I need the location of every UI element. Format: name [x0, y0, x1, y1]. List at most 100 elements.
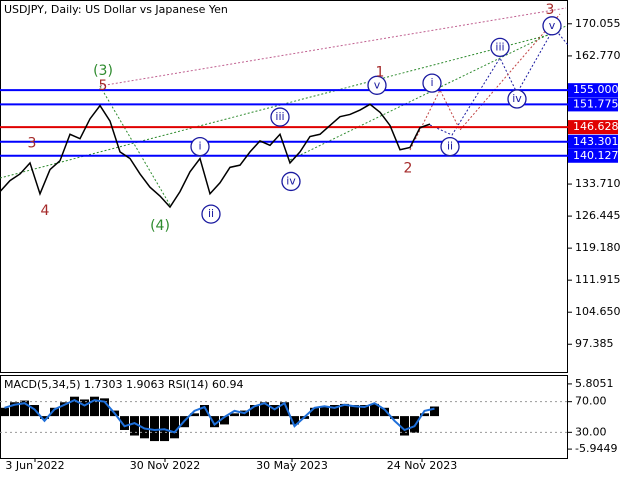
level-label-box	[568, 134, 618, 149]
histogram-bar	[10, 402, 19, 417]
histogram-bar	[390, 416, 399, 419]
wave-circle	[507, 89, 527, 109]
wave-label: 5	[99, 78, 108, 94]
wave-label: i	[430, 76, 433, 89]
chart-title: USDJPY, Daily: US Dollar vs Japanese Yen	[4, 3, 228, 16]
indicator-panel	[0, 375, 568, 459]
wave-label: 1	[376, 65, 385, 81]
level-label-box	[568, 83, 618, 98]
price-line	[0, 103, 431, 209]
channel-line	[289, 25, 567, 161]
histogram-bar	[350, 405, 359, 417]
histogram-bar	[100, 398, 109, 417]
wave-label: (4)	[150, 218, 170, 234]
level-label: 155.000	[573, 83, 619, 96]
projection	[409, 13, 561, 151]
histogram-bar	[220, 416, 229, 425]
histogram-bar	[370, 403, 379, 417]
level-label: 143.301	[573, 135, 619, 148]
y-tick-label: 170.055	[575, 17, 621, 30]
histogram-bar	[120, 416, 129, 430]
histogram-bar	[260, 402, 269, 417]
wave-label: iv	[512, 92, 522, 105]
y-tick-label: 162.770	[575, 49, 621, 62]
histogram-bar	[90, 396, 99, 417]
y-tick-label: 126.445	[575, 209, 621, 222]
wave-label: ii	[447, 140, 453, 153]
y-tick-label: 104.650	[575, 305, 621, 318]
wave-circle	[490, 37, 510, 58]
wave-circle	[270, 107, 290, 127]
histogram-bar	[210, 416, 219, 428]
y-tick-label: 97.385	[575, 337, 614, 350]
x-tick-label: 24 Nov 2023	[387, 459, 457, 472]
histogram-bar	[150, 416, 159, 442]
y-tick-label: 119.180	[575, 241, 621, 254]
histogram-bar	[310, 407, 319, 417]
histogram-bar	[290, 416, 299, 425]
wave-label: iii	[495, 40, 504, 53]
level-label: 151.775	[573, 97, 619, 110]
histogram-bar	[130, 416, 139, 436]
wave-label: iii	[275, 110, 284, 123]
histogram-bar	[250, 405, 259, 417]
histogram-bar	[320, 406, 329, 417]
level-label: 140.127	[573, 149, 619, 162]
wave-label: (3)	[93, 63, 113, 79]
histogram-bar	[140, 416, 149, 439]
y-tick-label: 30.00	[575, 425, 607, 438]
x-tick-label: 30 May 2023	[256, 459, 328, 472]
wave-circle	[422, 73, 442, 93]
indicator-line	[4, 399, 435, 434]
histogram-bar	[60, 402, 69, 417]
histogram-bar	[330, 405, 339, 417]
histogram-bar	[40, 416, 49, 419]
wave-label: 2	[404, 161, 413, 177]
channel-line	[99, 85, 171, 206]
histogram-bar	[80, 399, 89, 417]
histogram-bar	[400, 416, 409, 436]
histogram-bar	[420, 413, 429, 417]
histogram-bar	[70, 396, 79, 417]
histogram-bar	[280, 402, 289, 417]
wave-circle	[542, 16, 562, 36]
x-tick-label: 30 Nov 2022	[130, 459, 200, 472]
wave-circle	[281, 171, 301, 192]
wave-circle	[201, 204, 221, 224]
histogram-bar	[360, 405, 369, 417]
histogram-bar	[340, 403, 349, 417]
histogram-bar	[0, 407, 9, 417]
histogram-bar	[200, 405, 209, 417]
channel-line	[99, 7, 567, 87]
histogram-bar	[270, 405, 279, 417]
histogram-bar	[190, 413, 199, 417]
histogram-bar	[230, 413, 239, 417]
level-label-box	[568, 97, 618, 112]
x-tick-label: 3 Jun 2022	[5, 459, 64, 472]
histogram-bar	[170, 416, 179, 439]
y-tick-label: 133.710	[575, 177, 621, 190]
wave-label: iv	[286, 174, 296, 187]
level-label: 146.628	[573, 120, 619, 133]
wave-label: 3	[28, 136, 37, 152]
indicator-title: MACD(5,34,5) 1.7303 1.9063 RSI(14) 60.94	[4, 378, 243, 391]
level-label-box	[568, 120, 618, 135]
wave-label: 3	[546, 2, 555, 18]
level-label-box	[568, 148, 618, 163]
wave-label: v	[374, 78, 381, 91]
y-tick-label: 111.915	[575, 273, 621, 286]
y-tick-label: 70.00	[575, 395, 607, 408]
wave-label: v	[549, 19, 556, 32]
wave-circle	[440, 136, 460, 157]
wave-label: i	[198, 140, 201, 153]
histogram-bar	[380, 407, 389, 417]
wave-circle	[190, 136, 210, 157]
histogram-bar	[50, 407, 59, 417]
y-tick-label: -5.9449	[575, 442, 617, 455]
y-tick-label: 5.8051	[575, 377, 614, 390]
wave-label: ii	[208, 207, 214, 220]
wave-label: 4	[41, 203, 50, 219]
histogram-bar	[20, 400, 29, 417]
